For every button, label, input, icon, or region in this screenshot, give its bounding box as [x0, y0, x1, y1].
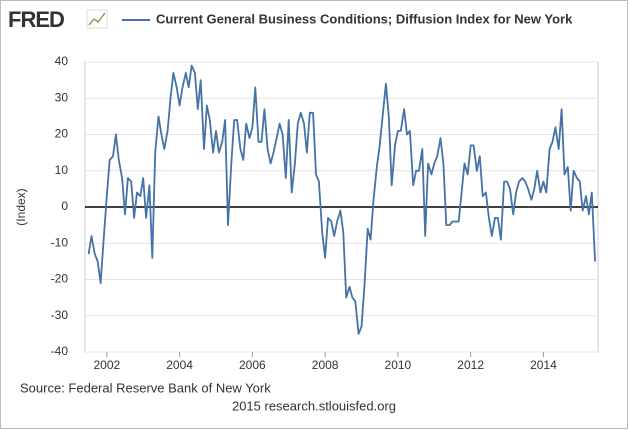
- series-line: [87, 64, 596, 335]
- legend-label: Current General Business Conditions; Dif…: [156, 11, 573, 26]
- x-tick-label: 2010: [385, 358, 412, 372]
- y-tick-label: 10: [55, 163, 69, 177]
- footer: 2015 research.stlouisfed.org: [232, 398, 396, 413]
- y-tick-label: -20: [51, 272, 69, 286]
- y-axis-label: (Index): [14, 188, 28, 225]
- y-tick-label: 20: [55, 127, 69, 141]
- x-tick-label: 2004: [166, 358, 193, 372]
- x-tick-label: 2006: [239, 358, 266, 372]
- y-tick-label: -40: [51, 344, 69, 358]
- x-tick-label: 2014: [530, 358, 557, 372]
- logo-icon: [86, 9, 108, 29]
- x-tick-label: 2002: [93, 358, 120, 372]
- x-tick-label: 2012: [457, 358, 484, 372]
- logo: FRED: [8, 7, 64, 32]
- y-tick-label: 0: [61, 199, 68, 213]
- source: Source: Federal Reserve Bank of New York: [20, 380, 271, 395]
- y-tick-label: -10: [51, 235, 69, 249]
- y-tick-label: -30: [51, 308, 69, 322]
- y-tick-label: 40: [55, 54, 69, 68]
- x-tick-label: 2008: [312, 358, 339, 372]
- y-tick-label: 30: [55, 90, 69, 104]
